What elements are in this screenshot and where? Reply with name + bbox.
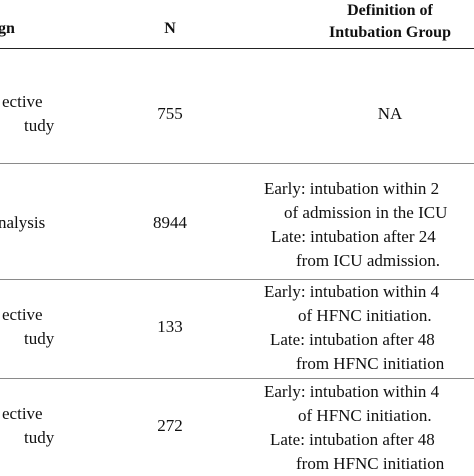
row-divider (0, 279, 474, 280)
design-cell: ective (2, 404, 43, 423)
definition-cell: Late: intubation after 48 (270, 430, 435, 449)
header-definition-line1: Definition of (347, 2, 433, 19)
definition-cell: NA (377, 104, 403, 123)
definition-cell: Early: intubation within 4 (264, 382, 440, 401)
design-cell: ective (2, 305, 43, 324)
definition-cell: Late: intubation after 24 (271, 227, 436, 246)
definition-cell: Late: intubation after 48 (270, 330, 435, 349)
design-cell: tudy (24, 329, 55, 348)
header-n: N (164, 20, 176, 37)
n-cell: 272 (157, 416, 183, 435)
header-rule (0, 48, 474, 49)
definition-cell: of HFNC initiation. (298, 406, 432, 425)
n-cell: 755 (157, 104, 183, 123)
definition-cell: from HFNC initiation (296, 354, 445, 373)
definition-cell: from HFNC initiation (296, 454, 445, 473)
row-divider (0, 378, 474, 379)
n-cell: 133 (157, 317, 183, 336)
header-definition-line2: Intubation Group (329, 24, 451, 41)
definition-cell: of HFNC initiation. (298, 306, 432, 325)
header-design: gn (0, 20, 15, 37)
design-cell: tudy (24, 428, 55, 447)
design-cell: nalysis (0, 213, 46, 232)
definition-cell: Early: intubation within 4 (264, 282, 440, 301)
definition-cell: of admission in the ICU (284, 203, 448, 222)
definition-cell: Early: intubation within 2 (264, 179, 440, 198)
n-cell: 8944 (153, 213, 187, 232)
definition-cell: from ICU admission. (296, 251, 441, 270)
row-divider (0, 163, 474, 164)
design-cell: ective (2, 92, 43, 111)
design-cell: tudy (24, 116, 55, 135)
